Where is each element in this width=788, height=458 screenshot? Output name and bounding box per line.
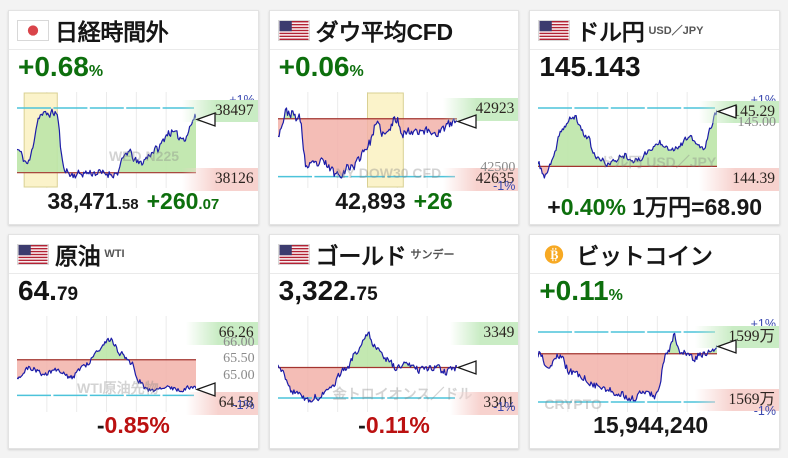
svg-text:B: B bbox=[551, 248, 559, 262]
